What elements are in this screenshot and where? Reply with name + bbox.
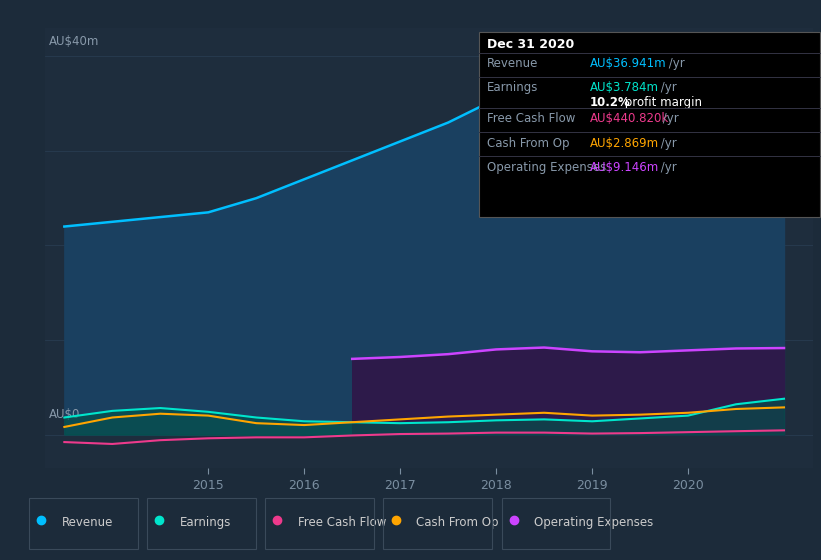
Text: AU$36.941m: AU$36.941m	[589, 57, 667, 70]
Text: Revenue: Revenue	[487, 57, 539, 70]
Text: Revenue: Revenue	[62, 516, 113, 529]
Text: Dec 31 2020: Dec 31 2020	[487, 38, 575, 51]
Text: 10.2%: 10.2%	[589, 96, 631, 109]
Text: /yr: /yr	[665, 57, 685, 70]
Text: /yr: /yr	[657, 161, 677, 174]
Text: Free Cash Flow: Free Cash Flow	[298, 516, 387, 529]
Text: AU$2.869m: AU$2.869m	[589, 137, 658, 150]
Text: Free Cash Flow: Free Cash Flow	[487, 113, 576, 125]
Text: Cash From Op: Cash From Op	[416, 516, 498, 529]
Text: profit margin: profit margin	[621, 96, 702, 109]
Text: AU$40m: AU$40m	[49, 35, 99, 48]
Text: AU$9.146m: AU$9.146m	[589, 161, 659, 174]
Text: Operating Expenses: Operating Expenses	[487, 161, 607, 174]
Text: AU$440.820k: AU$440.820k	[589, 113, 669, 125]
Text: Operating Expenses: Operating Expenses	[534, 516, 654, 529]
Text: Cash From Op: Cash From Op	[487, 137, 570, 150]
Text: /yr: /yr	[657, 137, 677, 150]
Text: Earnings: Earnings	[180, 516, 232, 529]
Text: /yr: /yr	[659, 113, 679, 125]
Text: AU$3.784m: AU$3.784m	[589, 81, 658, 94]
Text: AU$0: AU$0	[49, 408, 80, 421]
Text: /yr: /yr	[657, 81, 677, 94]
Text: Earnings: Earnings	[487, 81, 539, 94]
